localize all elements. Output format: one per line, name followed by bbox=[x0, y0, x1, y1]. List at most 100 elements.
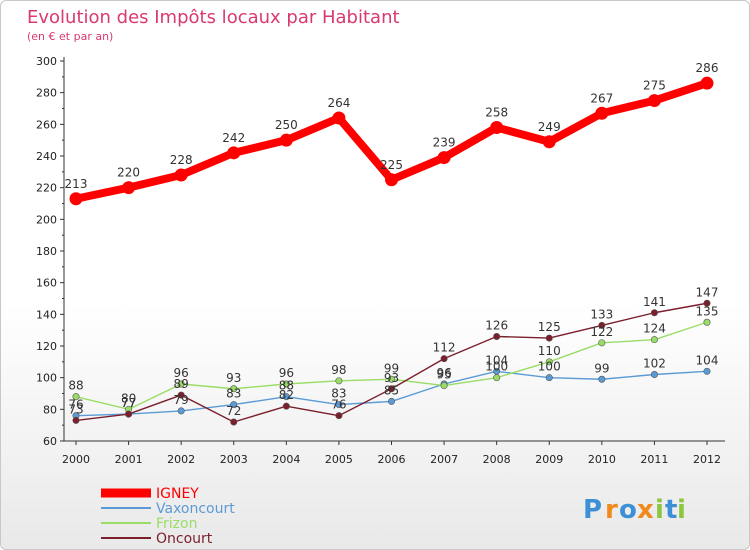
y-tick-label: 100 bbox=[36, 372, 57, 385]
x-tick-label: 2009 bbox=[535, 453, 563, 466]
y-tick-label: 60 bbox=[43, 435, 57, 448]
x-tick-label: 2000 bbox=[62, 453, 90, 466]
data-label: 220 bbox=[117, 166, 140, 180]
data-label: 96 bbox=[279, 366, 294, 380]
data-label: 88 bbox=[279, 379, 294, 393]
axes: 60 80 100 120 140 160 180 200 220 240 260 280 300 200… bbox=[36, 55, 725, 466]
data-label: 77 bbox=[121, 396, 136, 410]
data-point bbox=[282, 402, 290, 410]
data-label: 125 bbox=[538, 320, 561, 334]
data-point bbox=[598, 375, 606, 383]
data-label: 126 bbox=[485, 319, 508, 333]
data-label: 141 bbox=[643, 295, 666, 309]
series-layer bbox=[69, 76, 714, 426]
x-tick-label: 2001 bbox=[115, 453, 143, 466]
legend-label-vaxoncourt: Vaxoncourt bbox=[156, 501, 235, 517]
data-point bbox=[545, 374, 553, 382]
data-point bbox=[490, 121, 504, 134]
data-point bbox=[335, 412, 343, 420]
data-point bbox=[542, 135, 556, 149]
data-label: 98 bbox=[331, 363, 346, 377]
data-label: 239 bbox=[433, 136, 456, 150]
logo-letter: i bbox=[655, 495, 664, 525]
data-label: 225 bbox=[380, 158, 403, 172]
data-point bbox=[279, 133, 293, 147]
y-tick-label: 200 bbox=[36, 213, 57, 226]
data-label: 112 bbox=[433, 341, 456, 355]
data-label: 100 bbox=[538, 360, 561, 374]
x-tick-label: 2003 bbox=[220, 453, 248, 466]
data-point bbox=[387, 397, 395, 405]
x-tick-label: 2005 bbox=[325, 453, 353, 466]
data-point bbox=[332, 111, 346, 125]
data-label: 213 bbox=[65, 177, 88, 191]
data-point bbox=[230, 401, 238, 409]
x-tick-label: 2008 bbox=[483, 453, 511, 466]
chart-title: Evolution des Impôts locaux par Habitant bbox=[27, 7, 400, 28]
data-label: 102 bbox=[643, 357, 666, 371]
data-label: 85 bbox=[384, 383, 399, 397]
data-label: 93 bbox=[384, 371, 399, 385]
data-label: 133 bbox=[590, 307, 613, 321]
y-tick-label: 300 bbox=[36, 55, 57, 68]
data-point bbox=[282, 380, 290, 388]
data-label: 79 bbox=[174, 393, 189, 407]
data-label: 258 bbox=[485, 106, 508, 120]
data-point bbox=[230, 385, 238, 393]
data-label: 83 bbox=[226, 387, 241, 401]
x-tick-label: 2007 bbox=[430, 453, 458, 466]
x-tick-label: 2004 bbox=[272, 453, 300, 466]
data-label: 72 bbox=[226, 404, 241, 418]
data-point bbox=[177, 391, 185, 399]
data-point bbox=[650, 309, 658, 317]
data-label: 80 bbox=[121, 391, 136, 405]
data-label: 286 bbox=[696, 61, 719, 75]
data-label: 89 bbox=[174, 377, 189, 391]
data-label: 76 bbox=[331, 398, 346, 412]
data-point bbox=[125, 410, 133, 418]
data-point bbox=[650, 336, 658, 344]
data-point bbox=[703, 299, 711, 307]
data-label: 95 bbox=[436, 368, 451, 382]
data-point bbox=[493, 332, 501, 340]
y-tick-label: 80 bbox=[43, 403, 57, 416]
legend-label-oncourt: Oncourt bbox=[156, 531, 213, 547]
data-label: 96 bbox=[174, 366, 189, 380]
y-tick-label: 180 bbox=[36, 245, 57, 258]
data-label: 249 bbox=[538, 120, 561, 134]
data-point bbox=[72, 393, 80, 401]
data-label: 122 bbox=[590, 325, 613, 339]
data-point bbox=[598, 321, 606, 329]
legend-label-igney: IGNEY bbox=[156, 486, 199, 502]
y-tick-label: 160 bbox=[36, 277, 57, 290]
data-label: 82 bbox=[279, 388, 294, 402]
data-label: 267 bbox=[590, 91, 613, 105]
data-label: 110 bbox=[538, 344, 561, 358]
data-point bbox=[703, 367, 711, 375]
x-tick-label: 2012 bbox=[693, 453, 721, 466]
data-label: 99 bbox=[594, 361, 609, 375]
data-label: 83 bbox=[331, 387, 346, 401]
x-tick-label: 2002 bbox=[167, 453, 195, 466]
data-label: 242 bbox=[222, 131, 245, 145]
logo-letter: r bbox=[605, 495, 618, 525]
logo-letter: P bbox=[583, 495, 602, 525]
data-point bbox=[282, 393, 290, 401]
data-label: 124 bbox=[643, 322, 666, 336]
data-label: 250 bbox=[275, 118, 298, 132]
y-tick-label: 240 bbox=[36, 150, 57, 163]
data-label: 104 bbox=[696, 353, 719, 367]
data-label: 228 bbox=[170, 153, 193, 167]
data-label: 93 bbox=[226, 371, 241, 385]
data-label: 76 bbox=[68, 398, 83, 412]
data-point bbox=[703, 318, 711, 326]
data-point bbox=[598, 339, 606, 347]
data-point bbox=[335, 401, 343, 409]
data-point bbox=[230, 418, 238, 426]
data-label: 73 bbox=[68, 402, 83, 416]
